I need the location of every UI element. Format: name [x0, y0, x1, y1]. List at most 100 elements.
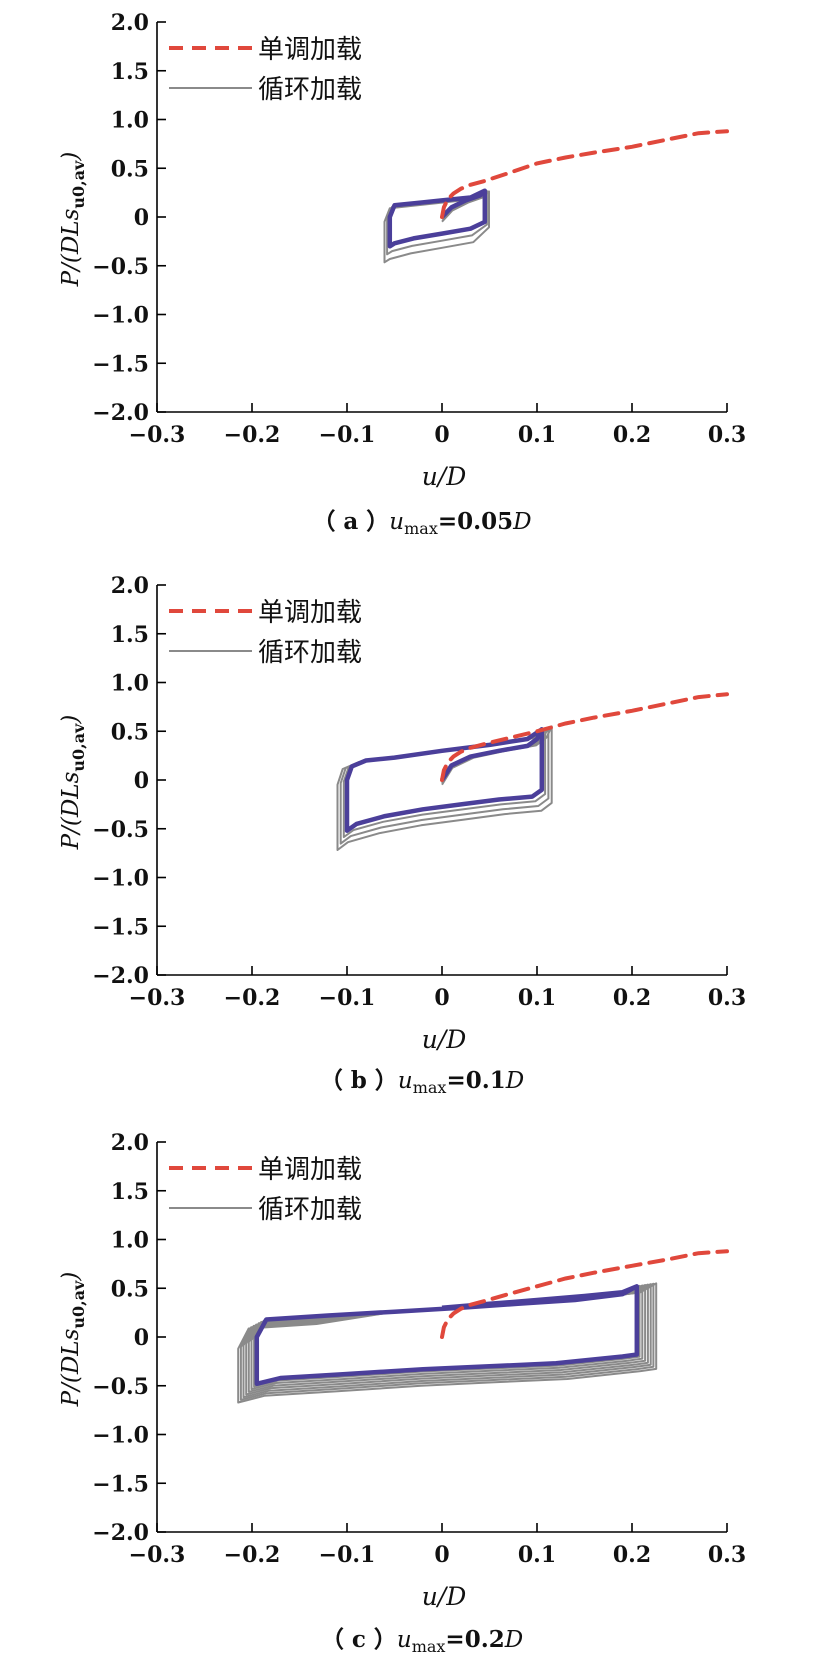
x-tick-label: 0	[434, 1542, 449, 1568]
x-tick-label: 0.1	[518, 1542, 556, 1568]
cyclic-loop-curve	[383, 190, 490, 264]
caption-var: u	[389, 509, 404, 535]
y-tick-label: 0	[134, 1325, 149, 1351]
caption-unit: D	[504, 1627, 523, 1653]
cyclic-loop-curve	[242, 1283, 652, 1399]
y-tick-label: 2.0	[111, 1130, 149, 1156]
caption-var: u	[398, 1068, 413, 1094]
y-tick-label: 1.0	[111, 108, 149, 134]
x-tick-label: 0.1	[518, 422, 556, 448]
cyclic-highlight-loop	[254, 1284, 640, 1387]
x-tick-label: 0.3	[708, 422, 746, 448]
panel-caption: （ a ）umax=0.05D	[312, 508, 531, 538]
legend-label-cyclic: 循环加载	[258, 75, 362, 105]
caption-eq: =0.05	[438, 508, 513, 535]
y-tick-label: 1.0	[111, 1228, 149, 1254]
panel-c: 2.0 1.5 1.0 0.5 0 −0.5 −1.0 −1.5 −2.0−0.3 −0.2 −0.…	[58, 1130, 746, 1655]
y-tick-label: 0.5	[111, 1276, 149, 1302]
y-axis-label-main: P/(DLs	[58, 1328, 84, 1407]
y-tick-label: −1.0	[92, 303, 149, 329]
x-tick-label: −0.1	[319, 985, 376, 1011]
y-tick-label: −0.5	[92, 1374, 149, 1400]
caption-prefix: （ c ）	[321, 1626, 397, 1653]
y-axis-label: P/(DLsu0,av)	[58, 152, 88, 288]
y-axis-label-tail: )	[58, 715, 84, 725]
x-tick-label: 0.2	[613, 1542, 651, 1568]
y-tick-label: 2.0	[111, 10, 149, 36]
y-axis-label-main: P/(DLs	[58, 208, 84, 287]
cyclic-highlight-loop	[387, 188, 488, 249]
caption-sub: max	[412, 1637, 446, 1655]
caption-sub: max	[413, 1078, 447, 1097]
y-axis-label-sub: u0,av	[69, 160, 88, 209]
x-tick-label: −0.2	[224, 985, 281, 1011]
y-tick-label: −0.5	[92, 254, 149, 280]
y-axis-label: P/(DLsu0,av)	[58, 1272, 88, 1408]
y-tick-label: 1.0	[111, 671, 149, 697]
x-tick-label: 0.2	[613, 422, 651, 448]
legend-label-monotonic: 单调加载	[258, 598, 362, 628]
y-tick-label: −1.0	[92, 866, 149, 892]
cyclic-loop-curve	[339, 726, 550, 845]
caption-prefix: （ a ）	[312, 508, 389, 535]
x-tick-label: −0.2	[224, 1542, 281, 1568]
monotonic-curve	[440, 1249, 729, 1339]
y-axis-label-tail: )	[58, 152, 84, 162]
x-tick-label: 0	[434, 422, 449, 448]
x-tick-label: 0.1	[518, 985, 556, 1011]
monotonic-curve	[440, 129, 729, 219]
y-tick-label: −0.5	[92, 817, 149, 843]
caption-prefix: （ b ）	[320, 1067, 398, 1094]
legend-label-cyclic: 循环加载	[258, 1195, 362, 1225]
x-axis-label: u/D	[422, 1582, 467, 1611]
y-axis-label-main: P/(DLs	[58, 771, 84, 850]
y-axis-label-sub: u0,av	[69, 723, 88, 772]
y-axis-label: P/(DLsu0,av)	[58, 715, 88, 851]
legend-label-monotonic: 单调加载	[258, 35, 362, 65]
cyclic-highlight-loop	[344, 727, 545, 833]
x-tick-label: −0.1	[319, 1542, 376, 1568]
x-tick-label: 0.2	[613, 985, 651, 1011]
x-tick-label: −0.3	[129, 422, 186, 448]
y-tick-label: 1.5	[111, 622, 149, 648]
legend-label-monotonic: 单调加载	[258, 1155, 362, 1185]
caption-sub: max	[404, 519, 438, 538]
x-axis-label: u/D	[422, 462, 467, 491]
caption-var: u	[397, 1627, 412, 1653]
y-tick-label: −2.0	[92, 400, 149, 426]
x-tick-label: 0.3	[708, 985, 746, 1011]
y-axis-label-sub: u0,av	[69, 1280, 88, 1329]
x-tick-label: −0.3	[129, 1542, 186, 1568]
caption-unit: D	[505, 1068, 524, 1094]
y-axis-label-tail: )	[58, 1272, 84, 1282]
panel-caption: （ c ）umax=0.2D	[321, 1626, 523, 1655]
x-tick-label: 0	[434, 985, 449, 1011]
y-tick-label: 2.0	[111, 573, 149, 599]
y-tick-label: −2.0	[92, 1520, 149, 1546]
y-tick-label: −1.0	[92, 1423, 149, 1449]
caption-eq: =0.1	[446, 1067, 505, 1094]
caption-unit: D	[512, 509, 531, 535]
y-tick-label: −2.0	[92, 963, 149, 989]
y-tick-label: −1.5	[92, 351, 149, 377]
x-axis-label: u/D	[422, 1025, 467, 1054]
x-tick-label: 0.3	[708, 1542, 746, 1568]
y-tick-label: −1.5	[92, 914, 149, 940]
monotonic-curve	[440, 692, 729, 782]
y-tick-label: 0.5	[111, 156, 149, 182]
legend-label-cyclic: 循环加载	[258, 638, 362, 668]
x-tick-label: −0.2	[224, 422, 281, 448]
y-tick-label: 1.5	[111, 1179, 149, 1205]
caption-eq: =0.2	[445, 1626, 504, 1653]
y-tick-label: 0.5	[111, 719, 149, 745]
panel-caption: （ b ）umax=0.1D	[320, 1067, 524, 1097]
panel-a: 2.0 1.5 1.0 0.5 0 −0.5 −1.0 −1.5 −2.0−0.3 −0.2 −0.…	[58, 10, 746, 538]
x-tick-label: −0.3	[129, 985, 186, 1011]
y-tick-label: 0	[134, 205, 149, 231]
y-tick-label: −1.5	[92, 1471, 149, 1497]
y-tick-label: 1.5	[111, 59, 149, 85]
y-tick-label: 0	[134, 768, 149, 794]
panel-b: 2.0 1.5 1.0 0.5 0 −0.5 −1.0 −1.5 −2.0−0.3 −0.2 −0.…	[58, 573, 746, 1097]
x-tick-label: −0.1	[319, 422, 376, 448]
